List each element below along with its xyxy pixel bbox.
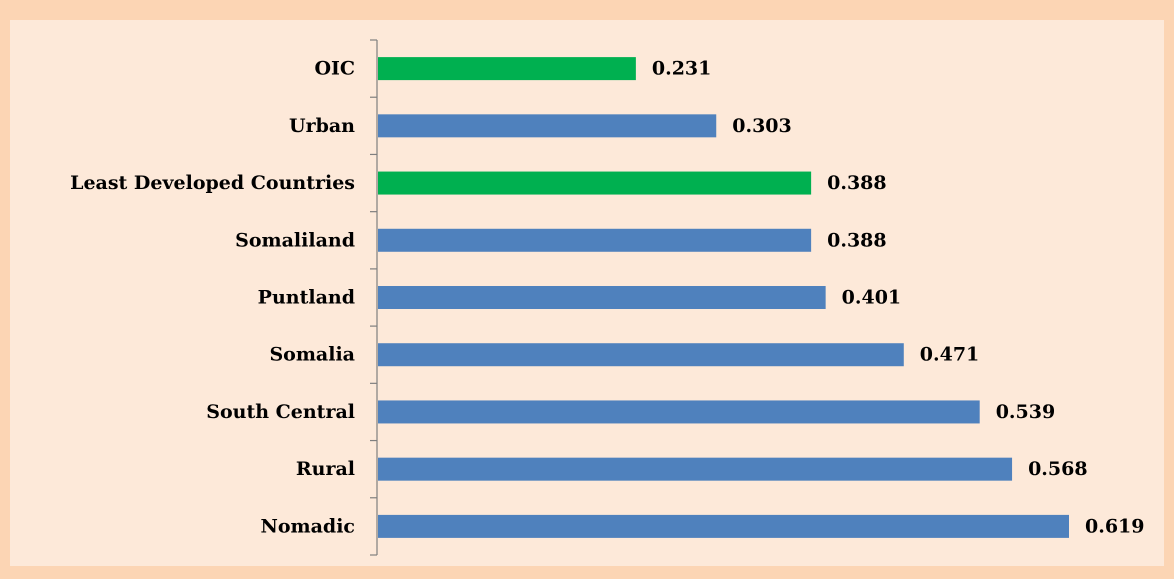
- value-label: 0.568: [1028, 458, 1088, 480]
- bar: [378, 400, 980, 424]
- bar: [378, 57, 636, 81]
- category-label: Nomadic: [260, 515, 355, 537]
- value-label: 0.303: [732, 115, 792, 137]
- bar: [378, 457, 1013, 481]
- category-label: Somalia: [269, 344, 355, 366]
- value-label: 0.388: [827, 172, 887, 194]
- value-label: 0.539: [996, 401, 1055, 423]
- bar: [378, 343, 904, 367]
- category-label: South Central: [206, 401, 355, 423]
- bar: [378, 114, 717, 138]
- value-label: 0.401: [842, 287, 902, 309]
- bar: [378, 228, 812, 252]
- category-label: Puntland: [258, 287, 355, 309]
- category-label: Rural: [296, 458, 355, 480]
- category-label: Urban: [289, 115, 355, 137]
- value-label: 0.471: [920, 344, 980, 366]
- bar: [378, 514, 1069, 538]
- category-label: Least Developed Countries: [70, 172, 355, 194]
- category-label: OIC: [314, 58, 355, 80]
- value-label: 0.231: [652, 58, 712, 80]
- value-label: 0.619: [1085, 515, 1145, 537]
- bar: [378, 171, 812, 195]
- category-label: Somaliland: [235, 229, 355, 251]
- value-label: 0.388: [827, 229, 887, 251]
- bar: [378, 286, 826, 309]
